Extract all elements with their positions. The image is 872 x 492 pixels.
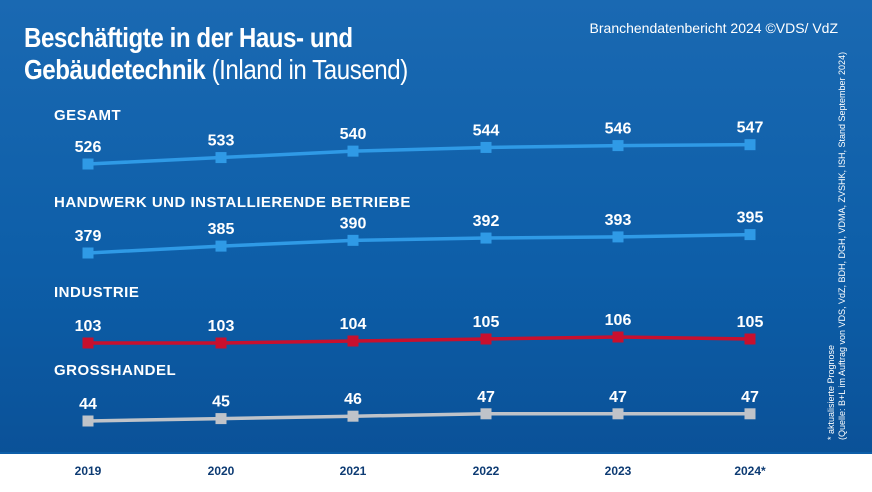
data-label: 526 [75, 139, 102, 156]
data-point [480, 232, 492, 244]
series-title: GESAMT [54, 107, 121, 124]
data-point [82, 247, 94, 259]
data-point [612, 331, 624, 343]
data-point [744, 333, 756, 345]
data-point [744, 408, 756, 420]
chart-title: Beschäftigte in der Haus- und Gebäudetec… [24, 22, 408, 86]
data-point [347, 410, 359, 422]
data-label: 392 [473, 213, 500, 230]
data-label: 395 [737, 210, 764, 227]
data-label: 47 [609, 389, 627, 406]
series-2: INDUSTRIE 103 103 104 105 106 105 [54, 284, 763, 349]
data-label: 390 [340, 215, 367, 232]
data-label: 379 [75, 228, 102, 245]
data-label: 45 [212, 394, 230, 411]
data-point [480, 141, 492, 153]
series-title: INDUSTRIE [54, 284, 139, 301]
data-point [347, 335, 359, 347]
series-line [87, 142, 751, 166]
data-point [82, 415, 94, 427]
x-tick-label: 2022 [472, 464, 500, 478]
title-line-1: Beschäftigte in der Haus- und [24, 22, 353, 53]
source-label: Branchendatenbericht 2024 ©VDS/ VdZ [589, 20, 838, 36]
data-label: 106 [605, 312, 632, 329]
data-point [612, 231, 624, 243]
data-point [744, 229, 756, 241]
data-label: 104 [340, 316, 367, 333]
data-point [347, 234, 359, 246]
data-point [82, 337, 94, 349]
data-label: 47 [741, 389, 759, 406]
data-label: 393 [605, 212, 632, 229]
data-label: 44 [79, 396, 97, 413]
data-point [215, 337, 227, 349]
x-tick-label: 2020 [207, 464, 235, 478]
series-3: GROSSHANDEL 44 45 46 47 47 47 [54, 362, 759, 427]
data-label: 105 [473, 314, 500, 331]
data-label: 544 [473, 122, 500, 139]
series-0: GESAMT 526 533 540 544 546 547 [54, 107, 763, 170]
x-axis: 2019 2020 2021 2022 2023 2024* [0, 452, 872, 492]
data-label: 47 [477, 389, 495, 406]
data-point [215, 413, 227, 425]
series-line [87, 412, 750, 423]
data-point [215, 240, 227, 252]
data-point [612, 140, 624, 152]
data-label: 533 [208, 133, 235, 150]
data-label: 103 [208, 318, 235, 335]
series-title: GROSSHANDEL [54, 362, 176, 379]
series-line [87, 232, 751, 255]
data-point [82, 158, 94, 170]
title-subtitle: (Inland in Tausend) [211, 54, 409, 85]
data-label: 546 [605, 121, 632, 138]
data-label: 46 [344, 391, 362, 408]
series-1: HANDWERK UND INSTALLIERENDE BETRIEBE 379 3… [54, 194, 763, 259]
data-point [347, 145, 359, 157]
data-label: 540 [340, 126, 367, 143]
data-label: 385 [208, 221, 235, 238]
series-title: HANDWERK UND INSTALLIERENDE BETRIEBE [54, 194, 411, 211]
x-tick-label: 2019 [74, 464, 102, 478]
x-tick-label: 2024* [734, 464, 766, 478]
title-bold: Gebäudetechnik [24, 54, 206, 85]
data-point [612, 408, 624, 420]
line-chart: GESAMT 526 533 540 544 546 547 HANDWERK UND INS… [54, 107, 763, 427]
data-point [215, 152, 227, 164]
series-line [88, 335, 751, 345]
data-point [480, 408, 492, 420]
data-label: 105 [737, 314, 764, 331]
data-point [744, 139, 756, 151]
title-line-2: Gebäudetechnik (Inland in Tausend) [24, 54, 408, 86]
x-tick-label: 2023 [604, 464, 632, 478]
data-label: 103 [75, 318, 102, 335]
data-label: 547 [737, 120, 764, 137]
data-point [480, 333, 492, 345]
x-tick-label: 2021 [339, 464, 367, 478]
